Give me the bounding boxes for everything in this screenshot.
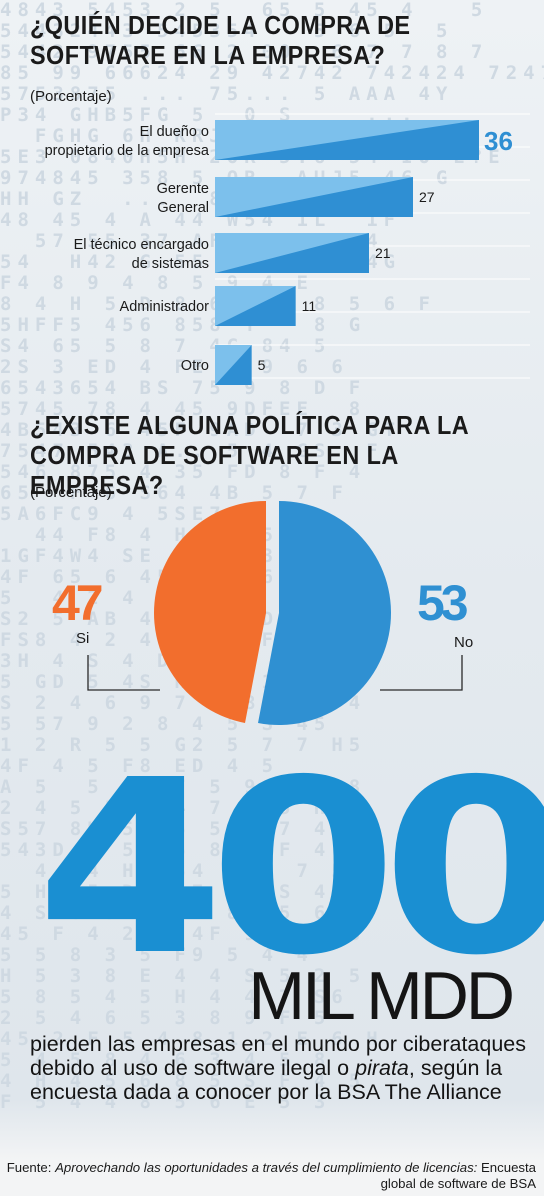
pie-slice-si (154, 501, 266, 724)
source-title: Aprovechando las oportunidades a través … (55, 1160, 478, 1175)
bar-group: El dueño o propietario de la empresa 36 (45, 120, 513, 160)
bar-chart-title-line-1: ¿QUIÉN DECIDE LA COMPRA DE (30, 10, 411, 40)
pie-chart-subtitle: (Porcentaje) (30, 484, 112, 501)
bar-chart-title: ¿QUIÉN DECIDE LA COMPRA DE SOFTWARE EN L… (30, 10, 410, 70)
category-label: Administrador (120, 299, 210, 315)
description-italic-word: pirata (355, 1056, 409, 1080)
bar-group: El técnico encargado de sistemas 21 (74, 233, 391, 273)
headline-figure: 400 (36, 728, 544, 1008)
pie-value-si: 47 (52, 575, 102, 631)
pie-value-no: 53 (417, 575, 467, 631)
value-label: 11 (302, 298, 317, 314)
pie-chart-title-line-2: COMPRA DE SOFTWARE EN LA EMPRESA? (30, 440, 398, 500)
bar-chart-title-line-2: SOFTWARE EN LA EMPRESA? (30, 40, 386, 70)
category-label: El dueño o propietario de la empresa (45, 124, 210, 159)
bar-highlight (215, 286, 296, 326)
bar-highlight (215, 120, 479, 160)
leader-line-no (380, 655, 463, 691)
category-label: El técnico encargado de sistemas (74, 237, 209, 272)
bar-group: Administrador 11 (120, 286, 317, 326)
pie-chart: 47 53 Si No (52, 501, 473, 725)
bar-highlight (215, 177, 413, 217)
source-detail: Encuesta global de software de BSA (380, 1160, 536, 1191)
pie-slice-no (258, 501, 391, 725)
bar-chart-subtitle: (Porcentaje) (30, 88, 112, 105)
bar-group: Otro 5 (181, 345, 266, 385)
pie-chart-title-line-1: ¿EXISTE ALGUNA POLÍTICA PARA LA (30, 410, 470, 440)
value-label: 36 (484, 126, 513, 156)
source-note: Fuente: Aprovechando las oportunidades a… (0, 1160, 536, 1192)
headline-description: pierden las empresas en el mundo por cib… (30, 1032, 530, 1104)
value-label: 21 (375, 245, 391, 261)
description-text-start: pierden las empresas en el mundo por cib… (30, 1032, 526, 1080)
headline-unit: MIL MDD (248, 958, 515, 1034)
leader-line-si (87, 655, 160, 691)
pie-chart-title: ¿EXISTE ALGUNA POLÍTICA PARA LA COMPRA D… (30, 410, 493, 500)
bar-highlight (215, 233, 369, 273)
category-label: Otro (181, 358, 209, 374)
category-label: Gerente General (157, 181, 209, 216)
description-text-end: , según la encuesta dada a conocer por l… (30, 1056, 503, 1104)
pie-label-no: No (454, 634, 473, 651)
value-label: 27 (419, 189, 435, 205)
source-label: Fuente: (6, 1160, 56, 1175)
bar-highlight (215, 345, 252, 385)
bar-group: Gerente General 27 (157, 177, 435, 217)
value-label: 5 (258, 357, 266, 373)
pie-leader-lines (87, 655, 463, 691)
pie-slices (154, 501, 391, 725)
bar-chart: El dueño o propietario de la empresa 36 Ger… (45, 113, 530, 385)
pie-label-si: Si (76, 630, 89, 647)
